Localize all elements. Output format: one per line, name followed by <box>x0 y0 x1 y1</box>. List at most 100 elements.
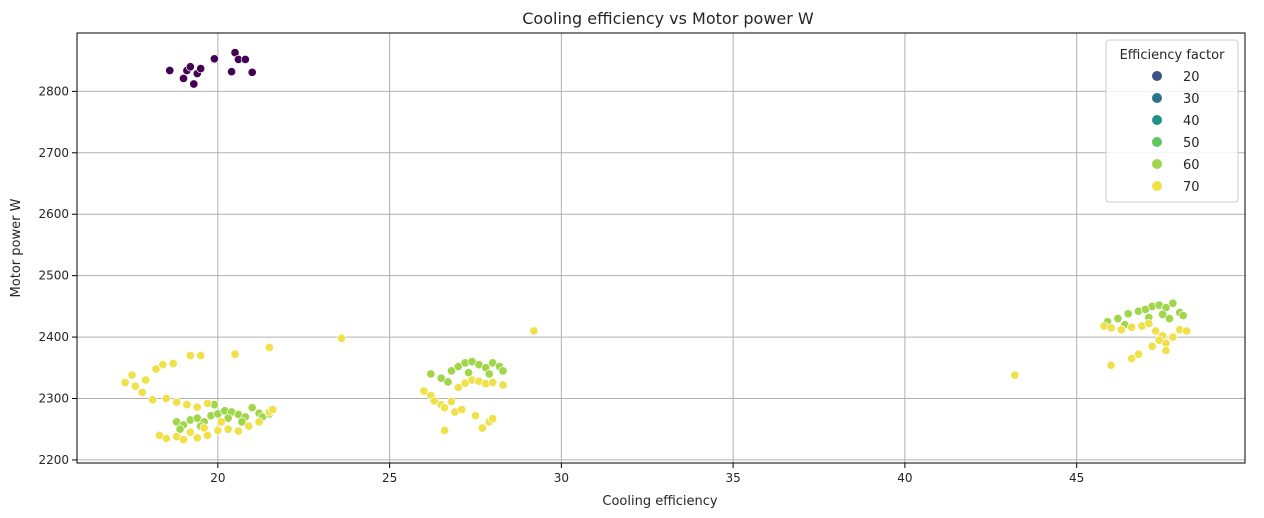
data-point <box>213 425 223 435</box>
data-point <box>1144 319 1154 329</box>
data-point <box>165 65 175 76</box>
data-point <box>1161 346 1171 356</box>
y-tick-label: 2400 <box>38 330 69 344</box>
legend-marker <box>1152 137 1162 147</box>
data-point <box>484 369 494 379</box>
data-point <box>192 433 202 443</box>
y-tick-label: 2700 <box>38 146 69 160</box>
data-point <box>223 413 233 423</box>
data-point <box>1178 311 1188 321</box>
x-tick-label: 20 <box>210 471 225 485</box>
data-point <box>1010 370 1020 380</box>
series-60 <box>172 298 1188 434</box>
data-point <box>202 430 213 440</box>
data-point <box>440 425 450 435</box>
data-point <box>268 405 278 415</box>
data-point <box>453 382 463 392</box>
legend: Efficiency factor 20 30 40 50 60 70 <box>1105 39 1239 203</box>
legend-marker <box>1152 71 1162 81</box>
data-point <box>130 381 140 391</box>
y-axis-ticks: 2200 2300 2400 2500 2600 2700 2800 <box>38 84 77 467</box>
data-point <box>196 64 206 74</box>
data-point <box>446 397 456 407</box>
data-point <box>470 411 481 421</box>
data-point <box>237 417 247 427</box>
data-point <box>1147 341 1157 351</box>
data-point <box>429 396 439 406</box>
data-point <box>1133 349 1144 359</box>
data-point <box>1106 323 1116 333</box>
x-tick-label: 30 <box>554 471 569 485</box>
data-point <box>1154 335 1164 345</box>
legend-label: 50 <box>1183 136 1200 151</box>
y-axis-label: Motor power W <box>9 198 24 297</box>
x-axis-label: Cooling efficiency <box>602 494 718 509</box>
data-point <box>141 375 151 385</box>
data-point <box>192 402 202 412</box>
x-tick-label: 25 <box>382 471 397 485</box>
data-point <box>488 377 498 388</box>
data-point <box>182 400 192 410</box>
data-point <box>247 403 257 413</box>
data-point <box>488 358 498 368</box>
data-point <box>151 364 161 374</box>
data-point <box>1168 298 1178 308</box>
y-tick-label: 2200 <box>38 453 69 467</box>
data-point <box>227 67 237 77</box>
data-point <box>178 73 189 84</box>
legend-title: Efficiency factor <box>1120 48 1225 63</box>
data-point <box>1116 325 1126 335</box>
y-tick-label: 2600 <box>38 207 69 221</box>
legend-label: 70 <box>1183 180 1200 195</box>
data-point <box>244 421 254 431</box>
data-point <box>199 423 209 433</box>
data-point <box>1164 314 1174 324</box>
data-point <box>240 54 250 64</box>
data-point <box>148 395 158 405</box>
data-point <box>436 373 446 383</box>
legend-label: 40 <box>1183 114 1200 129</box>
y-tick-label: 2300 <box>38 392 69 406</box>
data-point <box>202 398 213 408</box>
legend-marker <box>1152 115 1162 125</box>
data-point <box>1123 309 1133 319</box>
data-point <box>247 67 257 77</box>
data-point <box>185 62 195 72</box>
data-point <box>192 413 202 423</box>
x-tick-label: 45 <box>1069 471 1084 485</box>
data-point <box>1182 326 1192 336</box>
data-point <box>161 393 171 404</box>
data-points <box>120 48 1192 445</box>
legend-marker <box>1152 93 1162 103</box>
data-point <box>168 358 178 369</box>
data-point <box>498 380 508 390</box>
legend-label: 20 <box>1183 70 1200 85</box>
x-axis-ticks: 20 25 30 35 40 45 <box>210 463 1084 485</box>
data-point <box>498 366 508 376</box>
data-point <box>426 369 436 379</box>
data-point <box>1106 360 1116 370</box>
data-point <box>185 350 195 361</box>
x-tick-label: 40 <box>897 471 912 485</box>
data-point <box>264 342 274 353</box>
data-point <box>464 368 474 378</box>
y-tick-label: 2500 <box>38 269 69 283</box>
data-point <box>172 397 182 407</box>
data-point <box>254 417 264 427</box>
x-tick-label: 35 <box>726 471 741 485</box>
data-point <box>137 387 147 397</box>
data-point <box>196 350 206 361</box>
data-point <box>457 405 467 415</box>
data-point <box>161 433 171 443</box>
data-point <box>223 424 233 434</box>
data-point <box>127 370 137 380</box>
data-point <box>1113 314 1123 324</box>
data-point <box>158 360 168 370</box>
data-point <box>209 54 219 64</box>
data-point <box>1168 332 1178 342</box>
data-point <box>336 333 347 343</box>
data-point <box>185 427 195 437</box>
grid-lines <box>77 33 1245 463</box>
